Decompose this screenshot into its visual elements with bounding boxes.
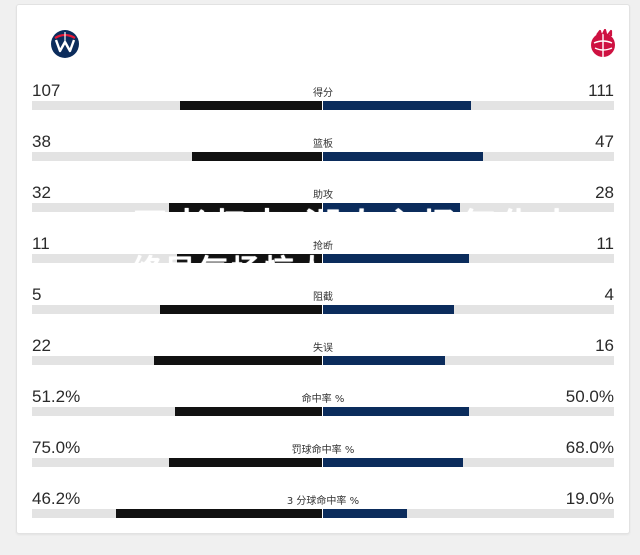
stat-bar-right: [323, 458, 463, 467]
stat-bar-track: [32, 356, 614, 365]
stat-right-value: 11: [596, 234, 614, 253]
stat-bar-divider: [322, 152, 323, 161]
stat-row: 38 篮板 47: [32, 132, 614, 172]
stat-bar-right: [323, 101, 471, 110]
stat-bar-track: [32, 203, 614, 212]
stat-bar-left: [160, 305, 323, 314]
stat-row: 107 得分 111: [32, 81, 614, 121]
stat-row: 75.0% 罚球命中率 % 68.0%: [32, 438, 614, 478]
stat-bar-right: [323, 203, 460, 212]
stat-bar-divider: [322, 203, 323, 212]
stat-left-value: 22: [32, 336, 51, 355]
stat-label: 抢断: [313, 241, 333, 252]
stat-bar-track: [32, 152, 614, 161]
stat-label: 得分: [313, 88, 333, 99]
stat-row: 22 失误 16: [32, 336, 614, 376]
stat-bar-left: [175, 407, 323, 416]
stat-left-value: 5: [32, 285, 42, 304]
stat-right-value: 47: [595, 132, 614, 151]
stat-bar-right: [323, 152, 483, 161]
raptors-logo-icon: [591, 29, 615, 57]
stat-right-value: 28: [595, 183, 614, 202]
stat-left-value: 32: [32, 183, 51, 202]
stat-bar-track: [32, 305, 614, 314]
stat-bar-left: [169, 458, 323, 467]
stat-bar-left: [192, 152, 323, 161]
stat-right-value: 111: [588, 81, 614, 100]
stat-left-value: 107: [32, 81, 61, 100]
stat-bar-left: [169, 203, 323, 212]
stat-bar-left: [177, 254, 323, 263]
stat-row: 5 阻截 4: [32, 285, 614, 325]
stat-row: 46.2% 3 分球命中率 % 19.0%: [32, 489, 614, 529]
stat-label: 命中率 %: [301, 394, 345, 405]
wizards-logo-icon: [51, 30, 79, 58]
stat-left-value: 51.2%: [32, 387, 81, 406]
stat-bar-right: [323, 509, 407, 518]
stat-bar-track: [32, 101, 614, 110]
stat-bar-right: [323, 356, 445, 365]
stat-bar-left: [154, 356, 323, 365]
stat-label: 助攻: [313, 190, 333, 201]
stat-left-value: 46.2%: [32, 489, 81, 508]
stat-label: 失误: [313, 343, 333, 354]
stat-right-value: 4: [604, 285, 614, 304]
stat-bar-right: [323, 305, 454, 314]
stat-left-value: 11: [32, 234, 50, 253]
stat-label: 3 分球命中率 %: [286, 496, 360, 507]
stat-bar-right: [323, 254, 469, 263]
stat-bar-track: [32, 254, 614, 263]
stat-right-value: 68.0%: [565, 438, 614, 457]
stat-bar-track: [32, 458, 614, 467]
stat-bar-track: [32, 509, 614, 518]
stat-left-value: 38: [32, 132, 51, 151]
stat-label: 阻截: [313, 292, 333, 303]
stat-bar-divider: [322, 509, 323, 518]
stat-bar-divider: [322, 407, 323, 416]
stat-right-value: 16: [595, 336, 614, 355]
stat-bar-left: [116, 509, 323, 518]
stat-bar-divider: [322, 254, 323, 263]
stat-label: 篮板: [313, 139, 333, 150]
stat-bar-left: [180, 101, 323, 110]
team-stats-card: [16, 4, 630, 534]
stat-left-value: 75.0%: [32, 438, 81, 457]
stat-bar-track: [32, 407, 614, 416]
stat-right-value: 50.0%: [565, 387, 614, 406]
stat-bar-divider: [322, 101, 323, 110]
stat-bar-divider: [322, 458, 323, 467]
stat-row: 32 助攻 28: [32, 183, 614, 223]
stat-row: 11 抢断 11: [32, 234, 614, 274]
stat-right-value: 19.0%: [565, 489, 614, 508]
stat-row: 51.2% 命中率 % 50.0%: [32, 387, 614, 427]
stat-bar-divider: [322, 356, 323, 365]
stat-bar-right: [323, 407, 469, 416]
stat-label: 罚球命中率 %: [291, 445, 355, 456]
stat-bar-divider: [322, 305, 323, 314]
